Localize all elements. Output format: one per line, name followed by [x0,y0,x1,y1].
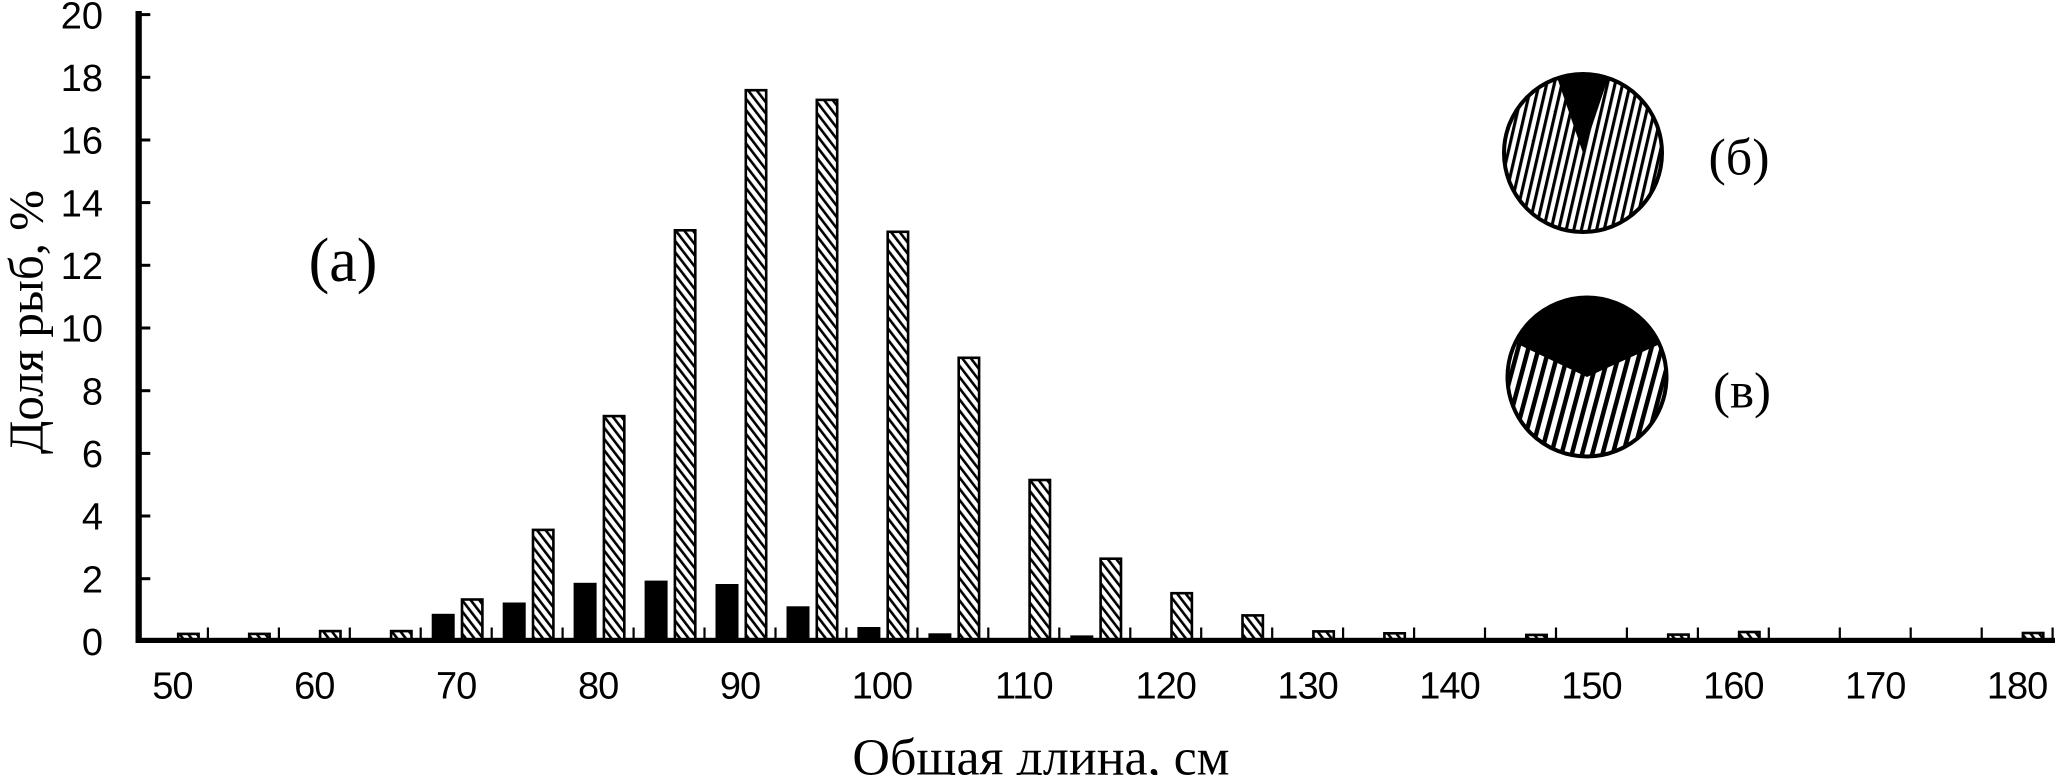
svg-text:50: 50 [152,666,192,708]
svg-text:18: 18 [61,58,103,100]
svg-text:6: 6 [82,434,103,476]
svg-text:140: 140 [1419,666,1479,708]
svg-text:4: 4 [82,497,103,539]
svg-text:8: 8 [82,371,103,413]
svg-text:60: 60 [294,666,334,708]
svg-text:(а): (а) [309,227,378,295]
svg-text:110: 110 [995,666,1053,708]
svg-text:70: 70 [436,666,476,708]
svg-text:14: 14 [61,183,103,225]
svg-text:20: 20 [61,0,103,37]
svg-text:0: 0 [82,622,103,664]
svg-text:180: 180 [1987,666,2047,708]
svg-text:2: 2 [82,559,103,601]
svg-text:170: 170 [1845,666,1905,708]
svg-text:(в): (в) [1713,364,1771,420]
svg-text:150: 150 [1561,666,1621,708]
svg-text:10: 10 [61,309,103,351]
svg-text:160: 160 [1703,666,1763,708]
svg-text:Доля рыб, %: Доля рыб, % [0,190,54,454]
svg-text:80: 80 [578,666,618,708]
svg-text:(б): (б) [1708,130,1769,187]
svg-text:100: 100 [852,666,912,708]
svg-text:12: 12 [61,246,103,288]
svg-text:16: 16 [61,121,103,163]
svg-text:130: 130 [1277,666,1337,708]
svg-text:90: 90 [720,666,760,708]
svg-text:Общая длина, см: Общая длина, см [852,730,1229,776]
svg-text:120: 120 [1135,666,1195,708]
